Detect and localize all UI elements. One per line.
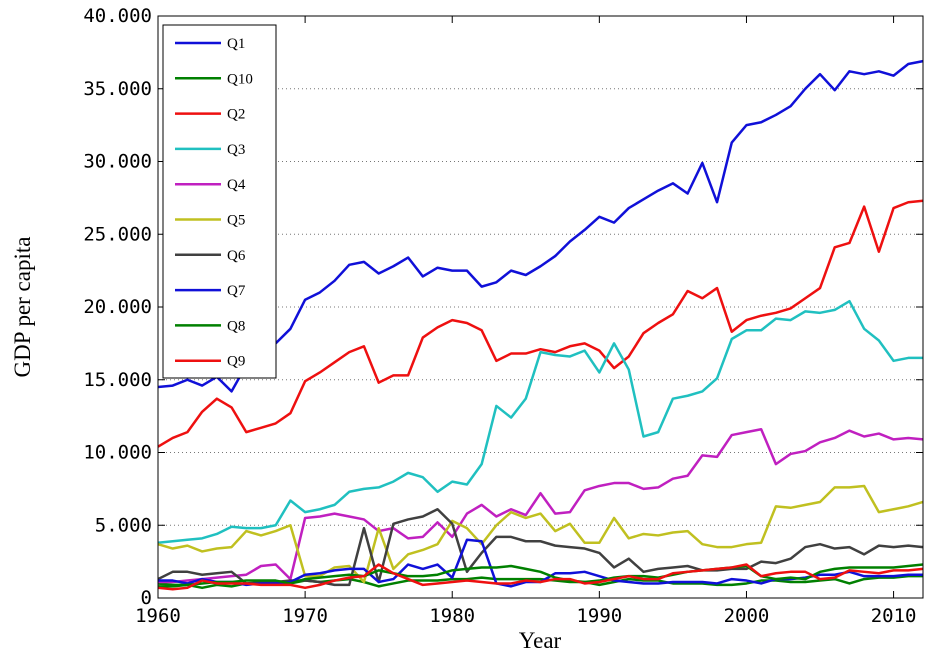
legend-label: Q9 <box>227 354 245 370</box>
plot-frame <box>157 15 924 599</box>
legend-label: Q7 <box>227 283 246 299</box>
legend-label: Q10 <box>227 71 253 87</box>
legend-label: Q4 <box>227 177 246 193</box>
legend-label: Q2 <box>227 107 245 123</box>
legend-label: Q6 <box>227 248 246 264</box>
y-axis-label: GDP per capita <box>10 237 35 378</box>
legend-label: Q3 <box>227 142 245 158</box>
y-tick-label: 20.000 <box>83 296 152 318</box>
y-tick-label: 5.000 <box>95 514 152 536</box>
series-line <box>157 484 924 584</box>
legend-label: Q5 <box>227 213 245 229</box>
series-line <box>157 59 924 393</box>
y-tick-label: 10.000 <box>83 442 152 464</box>
x-tick-label: 2010 <box>871 605 917 627</box>
x-tick-label: 1960 <box>135 605 181 627</box>
y-tick-label: 30.000 <box>83 151 152 173</box>
legend: Q1 Q10 Q2 Q3 Q4 Q5 Q6 Q7 Q8 Q9 <box>162 24 277 379</box>
legend-label: Q8 <box>227 318 245 334</box>
legend-box <box>162 24 277 379</box>
x-tick-label: 1970 <box>282 605 328 627</box>
x-tick-label: 1990 <box>576 605 622 627</box>
x-tick-label: 2000 <box>724 605 770 627</box>
y-tick-label: 15.000 <box>83 369 152 391</box>
series-line <box>157 199 924 448</box>
series-line <box>158 563 924 588</box>
y-tick-label: 40.000 <box>83 5 152 27</box>
series-line <box>158 427 924 584</box>
y-tick-label: 35.000 <box>83 78 152 100</box>
y-tick-label: 0 <box>141 587 152 609</box>
series-line <box>157 563 924 591</box>
series-line <box>157 299 923 544</box>
x-tick-label: 1980 <box>429 605 475 627</box>
series-line <box>157 507 924 587</box>
y-tick-label: 25.000 <box>83 223 152 245</box>
x-axis-label: Year <box>519 628 562 653</box>
legend-label: Q1 <box>227 36 245 52</box>
